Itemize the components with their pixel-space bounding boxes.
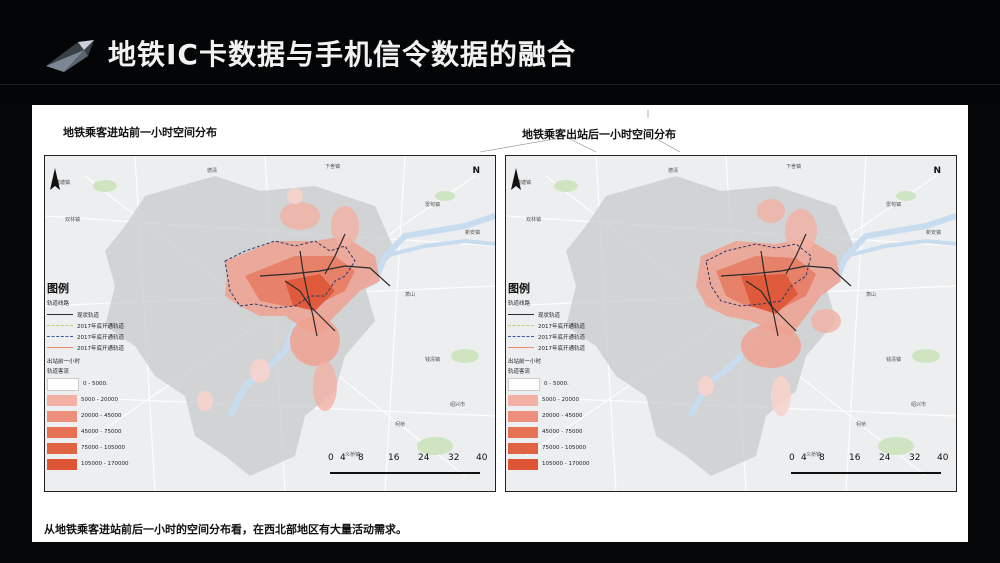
legend-density-heading: 出站前一小时 xyxy=(508,359,542,365)
svg-text:德清: 德清 xyxy=(668,167,678,174)
legend-line-item: 2017年底开通轨道 xyxy=(508,331,618,342)
map-legend: 图例 轨道线路 现状轨道 2017年底开通轨道 2017年底开通轨道 2017年… xyxy=(47,280,157,473)
legend-lines-heading: 轨道线路 xyxy=(508,301,531,307)
legend-density-sub: 轨道客流 xyxy=(508,369,531,375)
svg-text:下舍镇: 下舍镇 xyxy=(786,163,801,170)
legend-class: 5000 - 20000 xyxy=(47,393,157,407)
north-arrow-icon xyxy=(511,168,521,190)
north-label: N xyxy=(933,166,941,176)
legend-class: 20000 - 45000 xyxy=(47,409,157,423)
legend-density-sub: 轨道客流 xyxy=(47,369,70,375)
metro-lines xyxy=(720,233,852,337)
page-title: 地铁IC卡数据与手机信令数据的融合 xyxy=(108,38,576,71)
legend-density-heading: 出站前一小时 xyxy=(47,359,81,365)
summary-note: 从地铁乘客进站前后一小时的空间分布看，在西北部地区有大量活动需求。 xyxy=(44,523,407,536)
svg-text:德清: 德清 xyxy=(207,167,217,174)
scale-bar: 0 4 8 16 24 32 40 xyxy=(328,453,490,481)
legend-line-item: 2017年底开通轨道 xyxy=(47,331,157,342)
legend-class: 75000 - 105000 xyxy=(47,441,157,455)
legend-heading: 图例 xyxy=(508,282,530,295)
legend-line-item: 现状轨道 xyxy=(508,309,618,320)
svg-text:雷甸镇: 雷甸镇 xyxy=(886,201,901,208)
svg-text:钱塘镇: 钱塘镇 xyxy=(516,179,531,186)
scale-bar: 0 4 8 16 24 32 40 xyxy=(789,453,951,481)
north-label: N xyxy=(472,166,480,176)
map-before-entry[interactable]: 德清 下舍镇钱塘镇 雷甸镇新安镇萧山 绍兴市柯桥 钱清镇 双林镇义桥镇 N 图例 轨… xyxy=(44,155,496,492)
legend-line-item: 2017年底开通轨道 xyxy=(508,342,618,353)
legend-class: 0 - 5000. xyxy=(47,377,157,391)
svg-text:柯桥: 柯桥 xyxy=(856,421,866,428)
panel-title-after-exit: 地铁乘客出站后一小时空间分布 xyxy=(522,128,676,141)
header-divider xyxy=(0,84,1000,85)
legend-line-item: 2017年底开通轨道 xyxy=(47,320,157,331)
map-legend: 图例 轨道线路 现状轨道 2017年底开通轨道 2017年底开通轨道 2017年… xyxy=(508,280,618,473)
svg-text:萧山: 萧山 xyxy=(405,291,415,298)
legend-class: 105000 - 170000 xyxy=(508,457,618,471)
legend-class: 45000 - 75000 xyxy=(47,425,157,439)
svg-text:新安镇: 新安镇 xyxy=(926,229,941,236)
legend-lines-heading: 轨道线路 xyxy=(47,301,70,307)
legend-class: 0 - 5000. xyxy=(508,377,618,391)
svg-text:柯桥: 柯桥 xyxy=(395,421,405,428)
svg-text:雷甸镇: 雷甸镇 xyxy=(425,201,440,208)
metro-lines xyxy=(259,233,391,337)
slide-header: 地铁IC卡数据与手机信令数据的融合 xyxy=(0,0,1000,100)
svg-text:义桥镇: 义桥镇 xyxy=(345,451,360,458)
svg-text:下舍镇: 下舍镇 xyxy=(325,163,340,170)
legend-heading: 图例 xyxy=(47,282,69,295)
map-after-exit[interactable]: 德清 下舍镇钱塘镇 雷甸镇新安镇萧山 绍兴市柯桥 钱清镇 双林镇义桥镇 N 图例 轨… xyxy=(505,155,957,492)
svg-text:萧山: 萧山 xyxy=(866,291,876,298)
svg-text:绍兴市: 绍兴市 xyxy=(911,401,926,408)
svg-text:双林镇: 双林镇 xyxy=(526,216,541,223)
legend-class: 75000 - 105000 xyxy=(508,441,618,455)
svg-text:新安镇: 新安镇 xyxy=(465,229,480,236)
svg-text:义桥镇: 义桥镇 xyxy=(806,451,821,458)
svg-text:钱清镇: 钱清镇 xyxy=(425,356,440,363)
legend-class: 5000 - 20000 xyxy=(508,393,618,407)
crystal-logo-icon xyxy=(46,40,94,72)
svg-text:双林镇: 双林镇 xyxy=(65,216,80,223)
legend-line-item: 2017年底开通轨道 xyxy=(47,342,157,353)
legend-class: 105000 - 170000 xyxy=(47,457,157,471)
legend-class: 45000 - 75000 xyxy=(508,425,618,439)
svg-text:绍兴市: 绍兴市 xyxy=(450,401,465,408)
legend-line-item: 现状轨道 xyxy=(47,309,157,320)
legend-class: 20000 - 45000 xyxy=(508,409,618,423)
svg-text:钱清镇: 钱清镇 xyxy=(886,356,901,363)
svg-text:钱塘镇: 钱塘镇 xyxy=(55,179,70,186)
panel-title-before-entry: 地铁乘客进站前一小时空间分布 xyxy=(63,126,217,139)
north-arrow-icon xyxy=(50,168,60,190)
legend-line-item: 2017年底开通轨道 xyxy=(508,320,618,331)
